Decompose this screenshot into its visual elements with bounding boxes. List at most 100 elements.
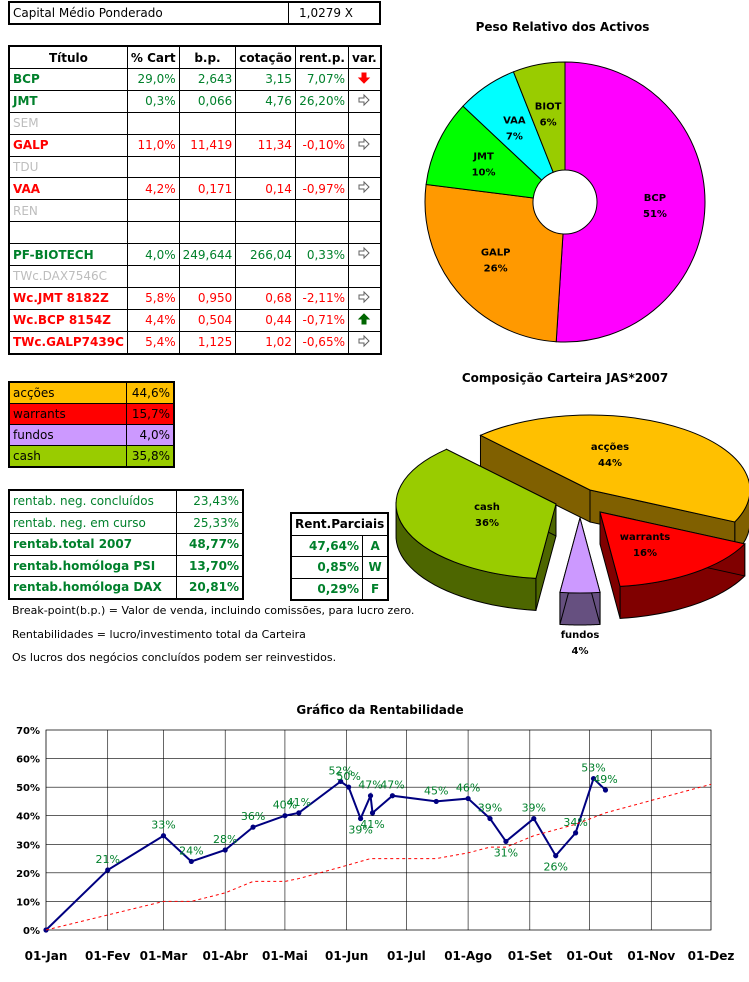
col-header-rent: rent.p. [294,45,349,69]
portfolio-row: GALP 11,0% 11,419 11,34 -0,10% [8,133,382,157]
cell-cotacao: 1,02 [235,330,296,355]
cell-var [347,155,382,179]
pie1-label: GALP [481,247,511,258]
cell-bp [178,199,237,223]
capital-table: Capital Médio Ponderado 1,0279 X [8,1,381,25]
data-label: 50% [336,770,360,783]
x-tick-label: 01-Jan [25,949,68,963]
x-tick-label: 01-Jul [387,949,426,963]
arrow-right-icon [358,290,371,304]
rentab-value: 20,81% [176,576,244,599]
capital-value: 1,0279 X [288,1,381,25]
data-label: 21% [95,853,119,866]
allocation-label: fundos [8,424,127,446]
data-point [160,833,167,839]
x-tick-label: 01-Dez [688,949,735,963]
cell-cotacao [235,265,296,288]
allocation-value: 4,0% [126,424,175,446]
cell-titulo: VAA [8,177,128,201]
cell-bp: 0,950 [178,286,237,310]
allocation-label: cash [8,445,127,468]
allocation-value: 44,6% [126,381,175,404]
data-label: 49% [593,773,617,786]
data-point [531,815,537,822]
data-point [282,813,288,819]
cell-titulo: Wc.JMT 8182Z [8,286,128,310]
cell-cotacao [235,199,296,223]
y-tick-label: 0% [23,926,40,937]
plot-area [45,729,712,931]
data-point [487,815,493,822]
cell-var [347,133,382,157]
portfolio-row: TWc.DAX7546C [8,265,382,288]
pie1-value-label: 6% [540,118,557,129]
rentab-row: rentab. neg. concluídos 23,43% [8,489,244,513]
cell-rent [294,265,349,288]
note-lucros: Os lucros dos negócios concluídos podem … [12,651,337,664]
data-point [296,810,302,816]
cell-cotacao [235,155,296,179]
data-label: 24% [179,844,203,857]
pie2-slice-acções [479,414,749,523]
cell-titulo: TWc.DAX7546C [8,265,128,288]
rentab-label: rentab.homóloga PSI [8,554,177,577]
data-label: 41% [287,796,311,809]
portfolio-row: BCP 29,0% 2,643 3,15 7,07% [8,68,382,91]
pie2-value-label: 44% [598,458,622,469]
allocation-row: warrants 15,7% [8,403,175,425]
pie1-chart: BCP 51% GALP 26% JMT 10% VAA 7% BIOT 6% [424,61,706,343]
cell-titulo: TDU [8,155,128,179]
rentab-row: rentab.total 2007 48,77% [8,533,244,556]
portfolio-row: TDU [8,155,382,179]
portfolio-row: Wc.JMT 8182Z 5,8% 0,950 0,68 -2,11% [8,286,382,310]
pie2-value-label: 36% [475,518,499,529]
portfolio-row [8,221,382,245]
data-label: 39% [348,824,372,837]
data-label: 52% [328,764,352,777]
cell-cart: 11,0% [126,133,180,157]
cell-titulo: REN [8,199,128,223]
cell-cotacao: 3,15 [235,68,296,91]
data-point [105,867,111,873]
data-label: 39% [522,802,546,815]
cell-var [347,177,382,201]
data-point [367,793,374,799]
portfolio-table: Título % Cart b.p. cotação rent.p. var. … [8,45,382,355]
pie1-value-label: 51% [643,209,667,220]
arrow-right-icon [358,137,371,150]
pie1-value-label: 7% [506,132,523,143]
data-label: 33% [151,819,175,832]
data-point [503,838,509,845]
rentab-label: rentab. neg. em curso [8,511,177,534]
cell-rent: -0,65% [294,330,349,355]
x-tick-label: 01-Mar [140,949,188,963]
parciais-code: W [361,556,389,579]
cell-var [347,199,382,223]
arrow-down-icon [358,72,371,84]
arrow-right-icon [358,181,371,194]
cell-rent: 0,33% [294,243,349,267]
col-header-cart: % Cart [126,45,180,69]
pie2-label: fundos [561,630,600,641]
note-rentabilidades: Rentabilidades = lucro/investimento tota… [12,628,306,641]
data-point [369,810,376,816]
cell-bp [178,221,237,245]
y-tick-label: 30% [16,840,40,851]
data-point [222,847,228,853]
allocation-label: acções [8,381,127,404]
parciais-row: 0,85% W [290,556,389,579]
cell-titulo: TWc.GALP7439C [8,330,128,355]
arrow-right-icon [358,246,371,260]
cell-titulo [8,221,128,245]
data-label: 53% [581,762,605,775]
cell-rent: 26,20% [294,89,349,113]
y-tick-label: 70% [16,726,40,737]
data-point [338,778,344,785]
parciais-row: 0,29% F [290,577,389,601]
pie1-slice-bcp [555,61,706,343]
pie2-slice-cash [395,448,557,579]
y-tick-label: 40% [16,812,40,823]
pie2-title: Composição Carteira JAS*2007 [461,371,669,385]
cell-bp [178,111,237,135]
cell-rent: -0,97% [294,177,349,201]
